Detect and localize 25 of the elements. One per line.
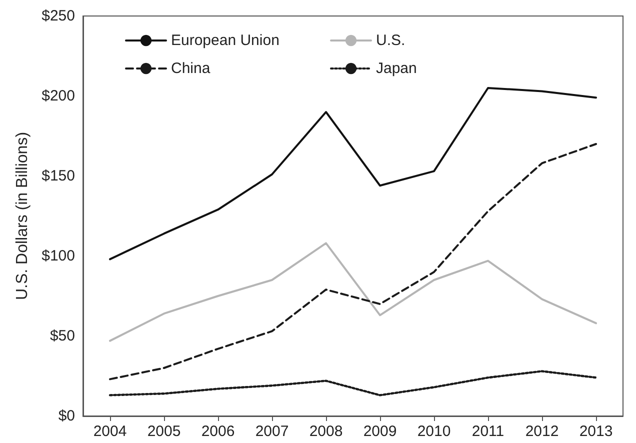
x-tick-label: 2009 (363, 423, 397, 440)
x-tick-label: 2010 (417, 423, 451, 440)
line-series (109, 242, 597, 342)
legend-label: Japan (376, 60, 417, 77)
legend-label: China (171, 60, 211, 77)
line-series (109, 143, 597, 380)
y-tick-label: $50 (50, 328, 75, 344)
legend-label: U.S. (376, 32, 406, 49)
x-tick-label: 2011 (472, 423, 504, 440)
x-tick-label: 2006 (201, 423, 235, 440)
y-tick-label: $0 (58, 408, 75, 424)
y-tick-label: $200 (42, 88, 75, 104)
y-tick-label: $100 (42, 248, 75, 264)
x-tick-label: 2004 (93, 423, 127, 440)
line-series (109, 87, 597, 260)
x-tick-label: 2012 (525, 423, 559, 440)
x-tick-label: 2008 (309, 423, 343, 440)
y-tick-label: $150 (42, 168, 75, 184)
y-tick-label: $250 (42, 8, 75, 24)
legend-label: European Union (171, 32, 280, 49)
line-series (108, 370, 598, 396)
x-tick-label: 2005 (147, 423, 181, 440)
x-tick-label: 2013 (579, 423, 613, 440)
x-tick-label: 2007 (255, 423, 289, 440)
y-axis-title: U.S. Dollars (in Billions) (14, 132, 32, 300)
